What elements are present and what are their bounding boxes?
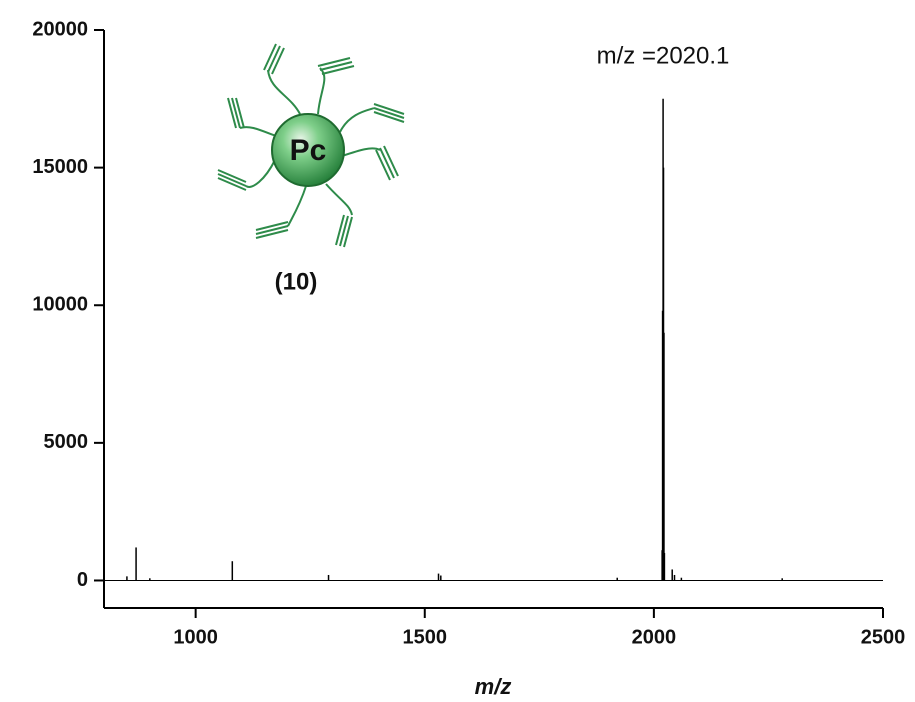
molecule-diagram [217, 43, 405, 248]
y-tick-label: 20000 [32, 18, 88, 40]
peak-annotation: m/z =2020.1 [597, 42, 730, 69]
x-axis-label: m/z [475, 674, 512, 699]
core-label: Pc [290, 134, 327, 167]
x-tick-label: 1000 [173, 626, 218, 648]
y-tick-label: 15000 [32, 156, 88, 178]
x-tick-label: 2500 [861, 626, 906, 648]
x-tick-label: 1500 [403, 626, 448, 648]
x-tick-label: 2000 [632, 626, 677, 648]
y-tick-label: 5000 [44, 431, 89, 453]
y-tick-label: 0 [77, 569, 88, 591]
compound-label: (10) [275, 268, 318, 295]
y-tick-label: 10000 [32, 294, 88, 316]
